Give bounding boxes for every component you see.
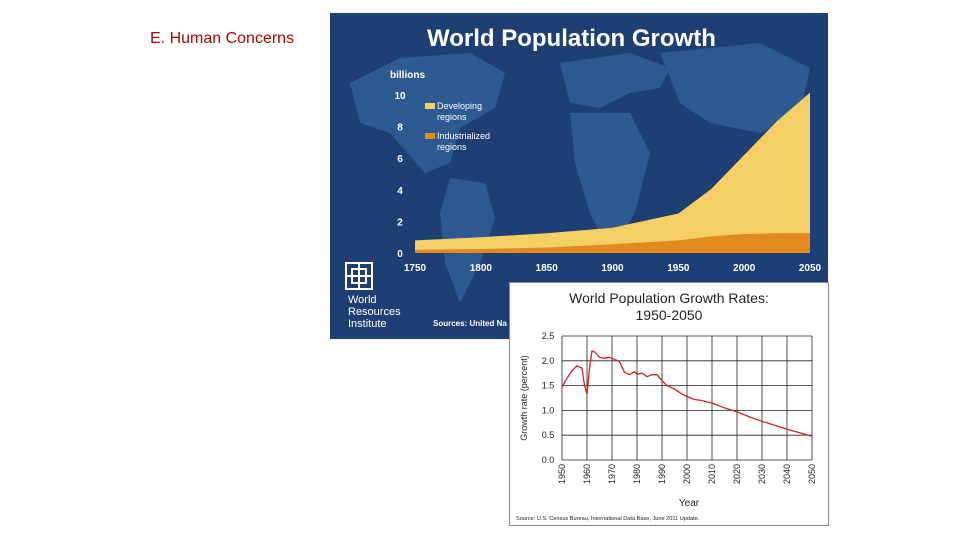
x-tick-label: 2050: [799, 263, 822, 274]
x-tick-label: 1800: [470, 263, 493, 274]
y-tick-label: 0.5: [542, 430, 555, 440]
x-tick-label: 1750: [404, 263, 427, 274]
legend-label-line: regions: [437, 112, 467, 122]
x-tick-label: 1980: [632, 464, 642, 484]
y-tick-label: 4: [397, 186, 403, 197]
y-axis-label: billions: [390, 70, 425, 81]
chart-source: Sources: United Na: [433, 319, 507, 328]
industrialized-regions-area: [415, 233, 810, 253]
legend-label-line: Industrialized: [437, 131, 490, 141]
legend-swatch: [425, 133, 435, 139]
x-tick-label: 1950: [557, 464, 567, 484]
legend-label-line: regions: [437, 142, 467, 152]
logo-text-line: Institute: [348, 318, 387, 330]
x-tick-label: 2030: [757, 464, 767, 484]
x-tick-label: 2010: [707, 464, 717, 484]
chart-title: World Population Growth Rates:: [569, 290, 769, 306]
chart-title: World Population Growth: [427, 25, 716, 52]
y-tick-label: 10: [394, 91, 406, 102]
x-tick-label: 1990: [657, 464, 667, 484]
x-axis-label: Year: [679, 498, 700, 509]
growth-rates-chart: World Population Growth Rates: 1950-2050…: [516, 290, 817, 522]
logo-text-line: Resources: [348, 306, 401, 318]
y-tick-label: 2.0: [542, 356, 555, 366]
wri-logo-icon: [345, 262, 373, 290]
y-tick-label: 0: [397, 249, 403, 260]
growth-rates-panel: World Population Growth Rates: 1950-2050…: [509, 282, 829, 526]
y-tick-label: 2: [397, 217, 403, 228]
x-tick-label: 2000: [733, 263, 756, 274]
y-axis-label: Growth rate (percent): [519, 355, 529, 441]
x-tick-label: 1970: [607, 464, 617, 484]
x-tick-label: 1950: [667, 263, 690, 274]
population-growth-panel: World Population Growth billions 0 2 4 6 8 10…: [330, 13, 828, 339]
chart-source: Source: U.S. Census Bureau, Internationa…: [516, 516, 700, 522]
developing-regions-area: [415, 92, 810, 253]
population-growth-chart: World Population Growth billions 0 2 4 6 8 10…: [345, 25, 822, 330]
slide-title: E. Human Concerns: [150, 30, 295, 47]
y-tick-label: 1.5: [542, 381, 555, 391]
x-tick-label: 1960: [582, 464, 592, 484]
y-tick-label: 0.0: [542, 455, 555, 465]
x-tick-label: 2040: [782, 464, 792, 484]
x-tick-label: 2050: [807, 464, 817, 484]
y-tick-label: 6: [397, 154, 403, 165]
growth-rate-line: [561, 349, 813, 437]
x-tick-label: 1850: [536, 263, 559, 274]
chart-subtitle: 1950-2050: [636, 307, 703, 323]
x-tick-label: 2020: [732, 464, 742, 484]
legend-swatch: [425, 103, 435, 109]
y-tick-label: 2.5: [542, 331, 555, 341]
y-tick-label: 1.0: [542, 405, 555, 415]
x-tick-label: 2000: [682, 464, 692, 484]
x-tick-label: 1900: [601, 263, 624, 274]
legend-label-line: Developing: [437, 101, 482, 111]
logo-text-line: World: [348, 294, 377, 306]
y-tick-label: 8: [397, 123, 403, 134]
